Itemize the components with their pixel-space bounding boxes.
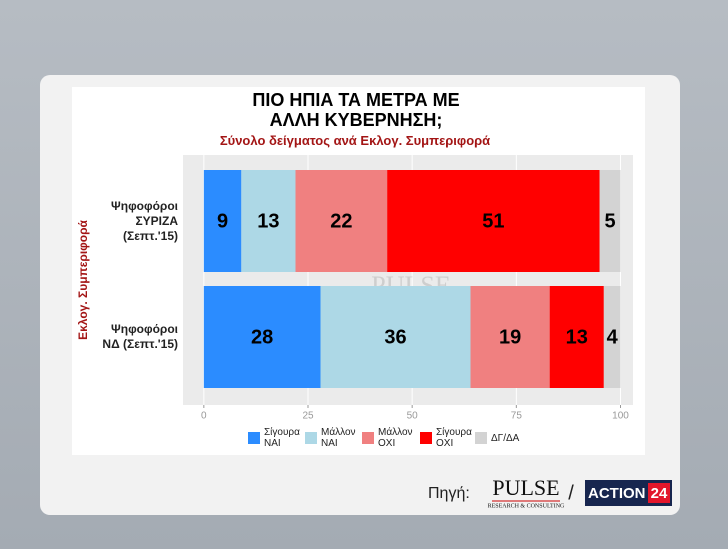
x-tick-label: 25 [302, 411, 314, 422]
data-label: 19 [499, 326, 521, 348]
separator: / [568, 482, 574, 504]
bar-segment [320, 286, 471, 388]
pulse-tagline: RESEARCH & CONSULTING [488, 503, 565, 509]
data-label: 28 [251, 326, 273, 348]
legend-swatch [475, 432, 487, 444]
bar-segment [599, 170, 621, 272]
legend-label: ΔΓ/ΔΑ [491, 432, 520, 444]
action24-number: 24 [651, 485, 668, 502]
bar-segment [549, 286, 604, 388]
bar-segment [295, 170, 388, 272]
y-tick-label: Ψηφοφόροι ΣΥΡΙΖΑ (Σεπτ.'15) [111, 198, 178, 243]
legend-swatch [420, 432, 432, 444]
y-axis-label: Εκλογ. Συμπεριφορά [76, 219, 90, 339]
pulse-logo: PULSE [492, 475, 559, 500]
action24-number-bg [648, 483, 670, 503]
source-label: Πηγή: [428, 485, 470, 502]
legend-label: Σίγουρα ΟΧΙ [436, 427, 472, 449]
legend-swatch [362, 432, 374, 444]
x-tick-label: 0 [201, 411, 207, 422]
chart-subtitle: Σύνολο δείγματος ανά Εκλογ. Συμπεριφορά [219, 133, 491, 148]
chart-title: ΠΙΟ ΗΠΙΑ ΤΑ ΜΕΤΡΑ ΜΕ ΑΛΛΗ ΚΥΒΕΡΝΗΣΗ; [252, 90, 460, 130]
action24-logo: ACTION [588, 485, 646, 502]
bar-segment [241, 170, 296, 272]
legend-label: Μάλλον ΟΧΙ [378, 427, 413, 449]
data-label: 36 [384, 326, 406, 348]
data-label: 13 [566, 326, 588, 348]
bar-segment [203, 170, 242, 272]
data-label: 9 [217, 210, 228, 232]
legend-label: Σίγουρα ΝΑΙ [264, 427, 300, 449]
bar-segment [603, 286, 621, 388]
data-label: 51 [482, 210, 504, 232]
x-tick-label: 50 [407, 411, 419, 422]
legend-swatch [248, 432, 260, 444]
data-label: 4 [607, 326, 619, 348]
legend-swatch [305, 432, 317, 444]
data-label: 22 [330, 210, 352, 232]
bar-segment [203, 286, 321, 388]
data-label: 13 [257, 210, 279, 232]
data-label: 5 [605, 210, 616, 232]
y-tick-label: Ψηφοφόροι ΝΔ (Σεπτ.'15) [102, 322, 178, 351]
x-tick-label: 75 [511, 411, 523, 422]
x-tick-label: 100 [612, 411, 629, 422]
bar-segment [470, 286, 550, 388]
legend-label: Μάλλον ΝΑΙ [321, 427, 356, 449]
bar-segment [387, 170, 600, 272]
